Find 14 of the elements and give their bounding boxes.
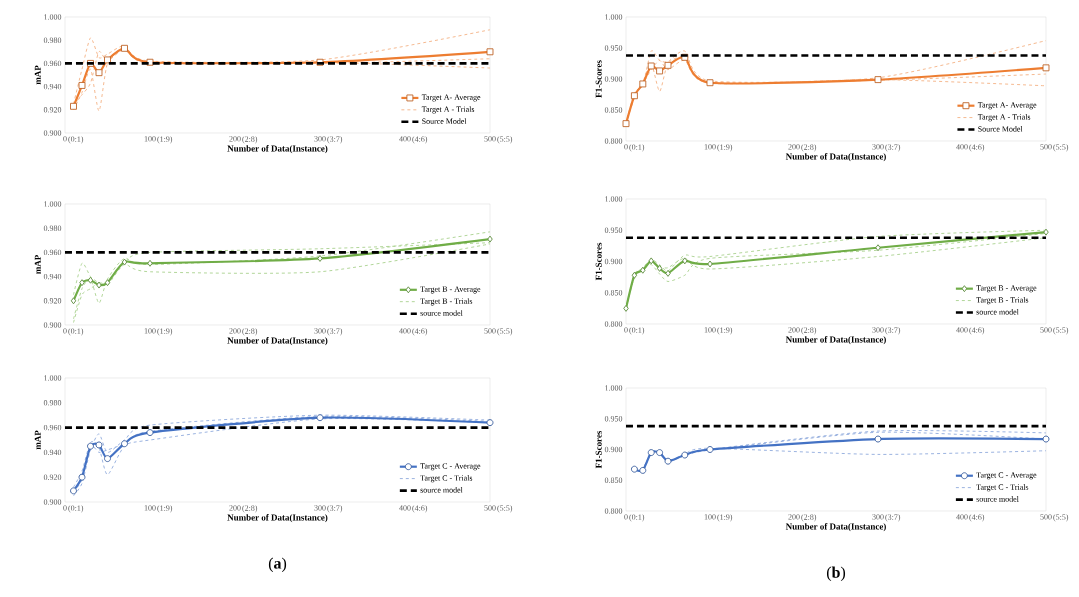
x-axis-title: Number of Data(Instance) [785,523,886,532]
y-axis-title: F1-Scores [595,430,602,469]
x-axis-title: Number of Data(Instance) [227,337,328,346]
x-axis-title: Number of Data(Instance) [227,145,328,154]
text: (b) [826,566,846,581]
text: (a) [268,557,287,572]
x-axis-title: Number of Data(Instance) [785,153,886,162]
x-axis-title: Number of Data(Instance) [227,514,328,523]
y-axis-title: mAP [34,255,41,274]
y-axis-title: F1-Scores [595,242,602,281]
y-axis-title: mAP [34,430,41,450]
y-axis-title: F1-Scores [595,60,602,98]
y-axis-title: mAP [34,65,41,85]
x-axis-title: Number of Data(Instance) [785,336,886,345]
